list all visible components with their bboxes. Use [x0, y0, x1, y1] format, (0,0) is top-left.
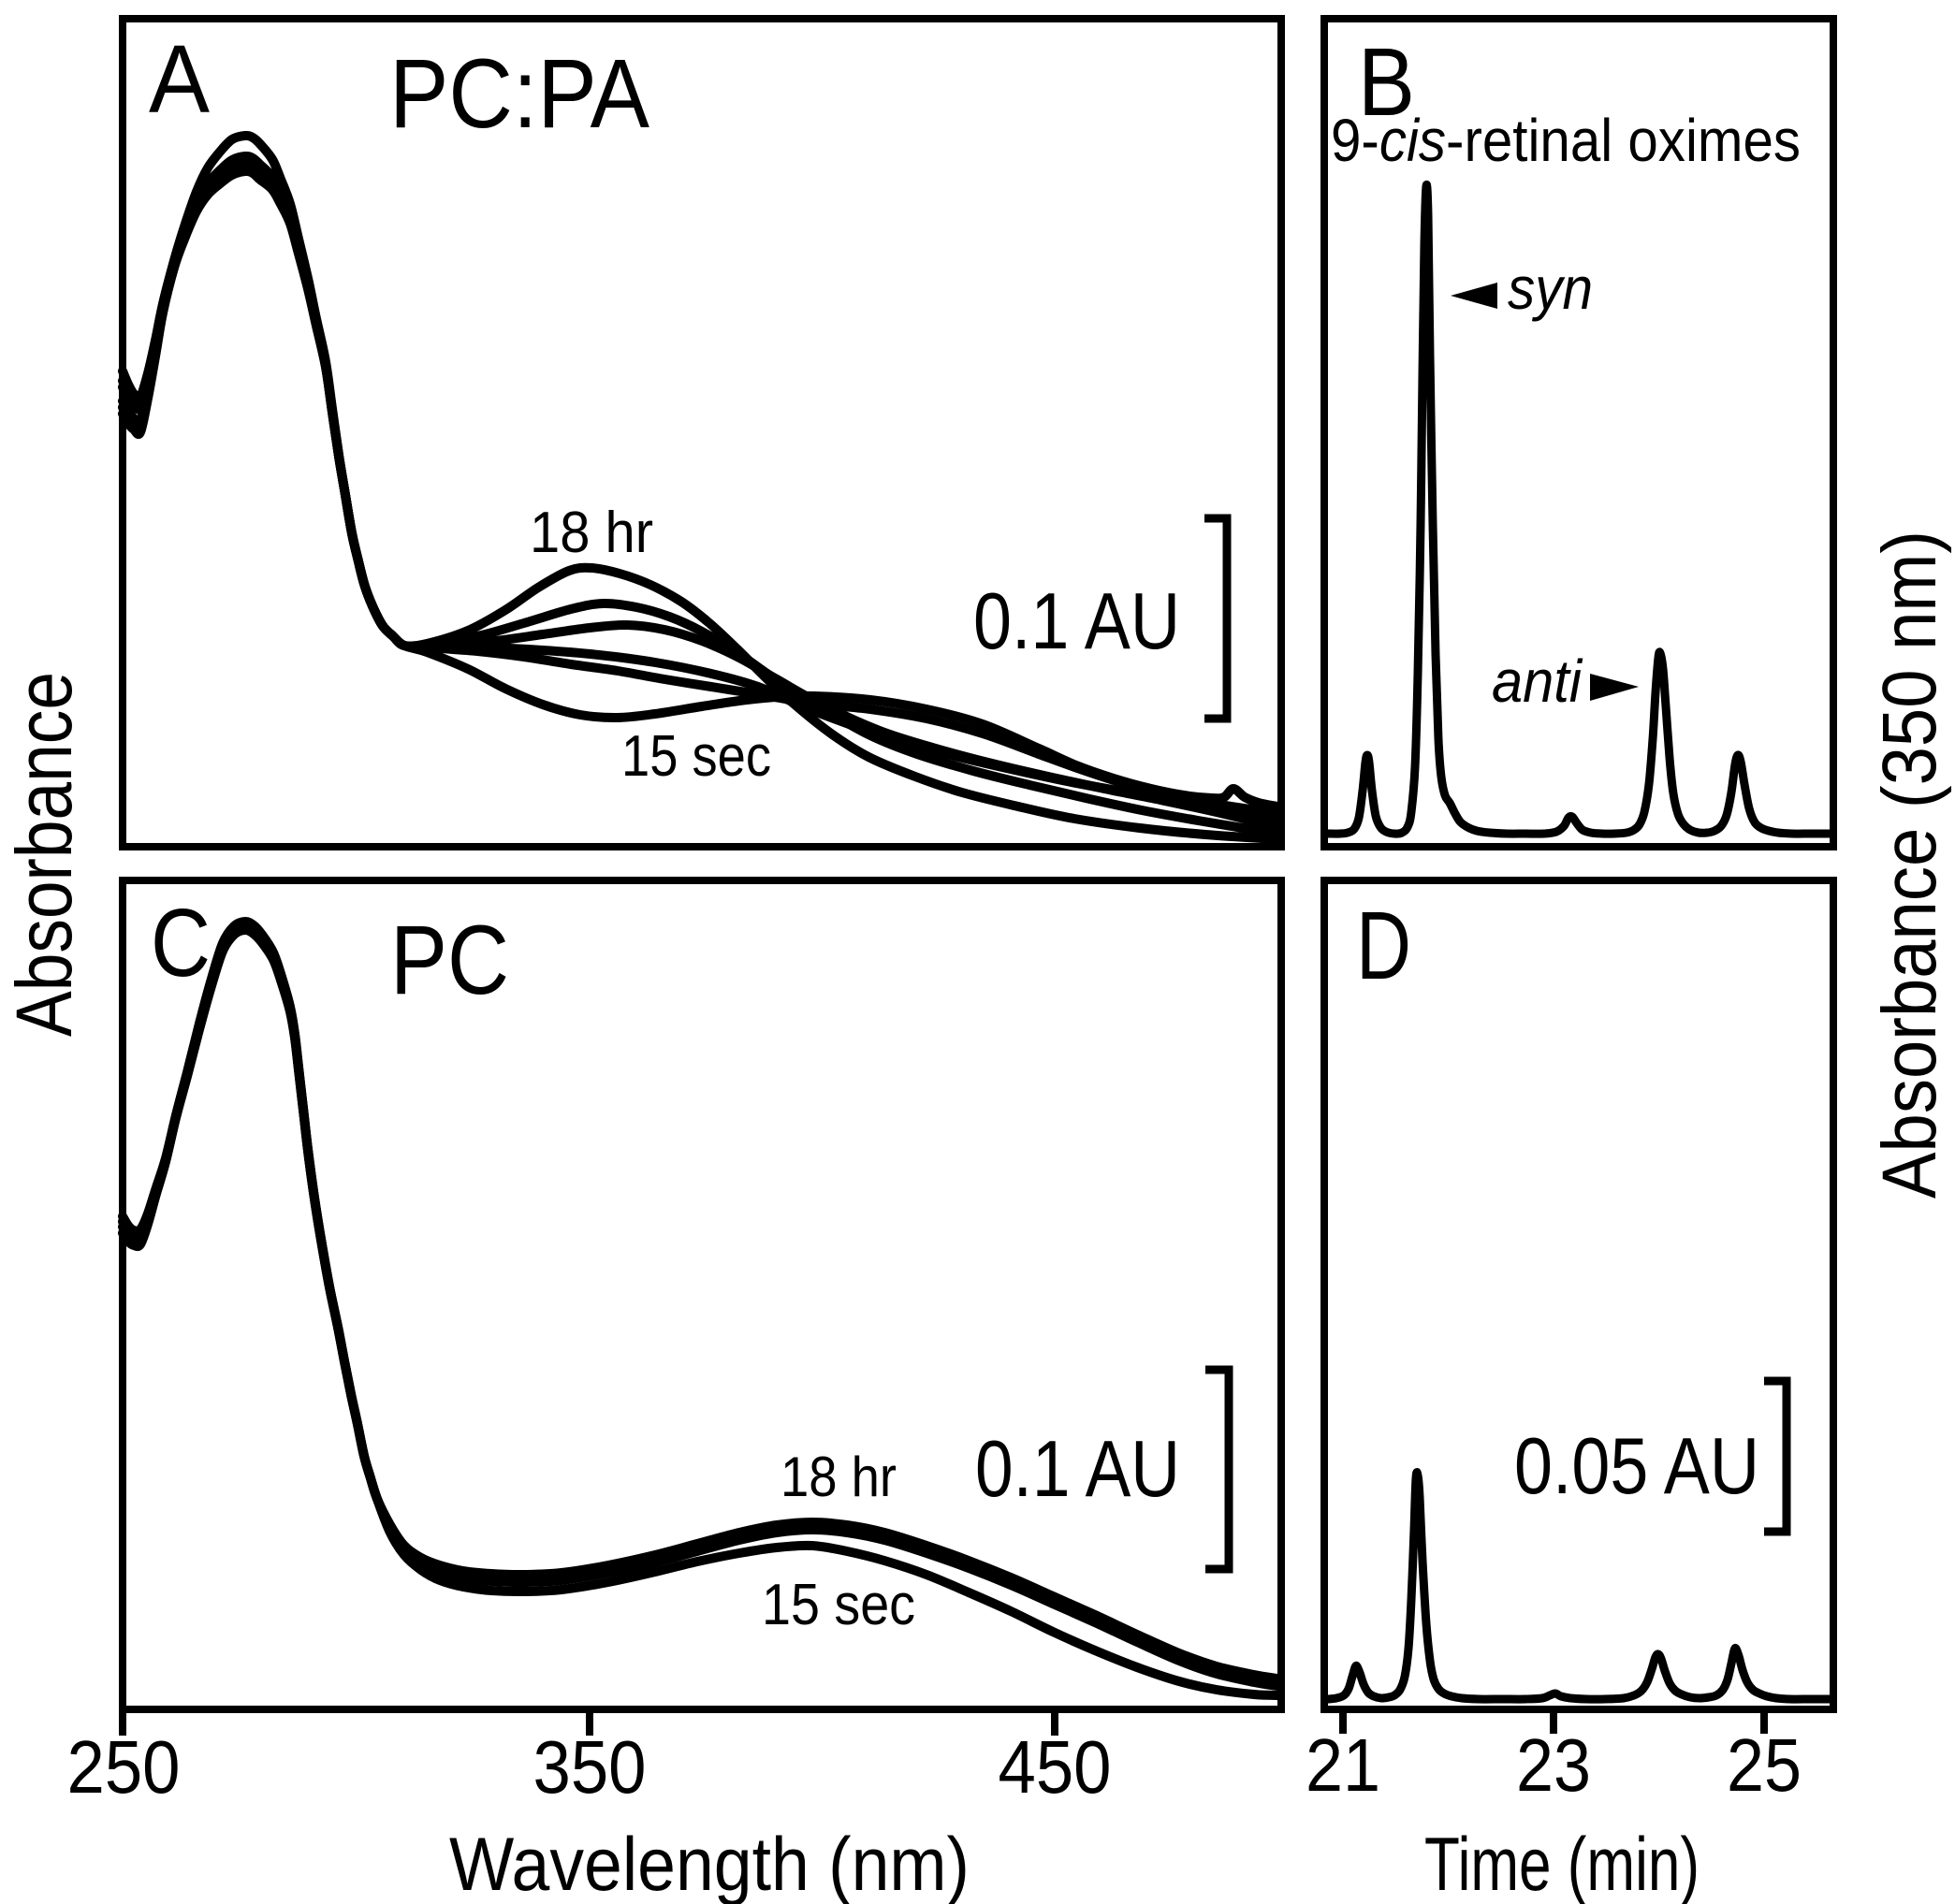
svg-text:15 sec: 15 sec [621, 724, 771, 789]
svg-text:23: 23 [1516, 1723, 1591, 1807]
svg-text:0.1 AU: 0.1 AU [975, 1425, 1180, 1514]
svg-text:Wavelength (nm): Wavelength (nm) [449, 1823, 970, 1904]
svg-text:9-cis-retinal oximes: 9-cis-retinal oximes [1331, 107, 1801, 174]
svg-text:15 sec: 15 sec [762, 1573, 915, 1637]
svg-text:syn: syn [1508, 254, 1593, 322]
svg-text:Absorbance (350 nm): Absorbance (350 nm) [1867, 531, 1952, 1199]
svg-text:PC: PC [390, 906, 509, 1015]
svg-text:Absorbance: Absorbance [0, 672, 88, 1037]
svg-text:C: C [151, 889, 211, 996]
svg-text:PC:PA: PC:PA [389, 39, 649, 149]
svg-text:21: 21 [1306, 1723, 1380, 1807]
svg-text:350: 350 [533, 1725, 647, 1809]
svg-text:A: A [149, 25, 210, 133]
svg-text:D: D [1356, 892, 1411, 999]
svg-text:Time (min): Time (min) [1424, 1823, 1700, 1904]
svg-text:18 hr: 18 hr [530, 501, 653, 565]
svg-text:18 hr: 18 hr [781, 1446, 897, 1508]
svg-text:25: 25 [1727, 1723, 1802, 1807]
svg-text:B: B [1358, 28, 1415, 136]
svg-text:0.05 AU: 0.05 AU [1514, 1422, 1759, 1511]
svg-text:250: 250 [67, 1725, 181, 1809]
svg-text:anti: anti [1492, 647, 1583, 715]
svg-text:0.1 AU: 0.1 AU [973, 577, 1180, 666]
svg-text:450: 450 [999, 1725, 1112, 1809]
